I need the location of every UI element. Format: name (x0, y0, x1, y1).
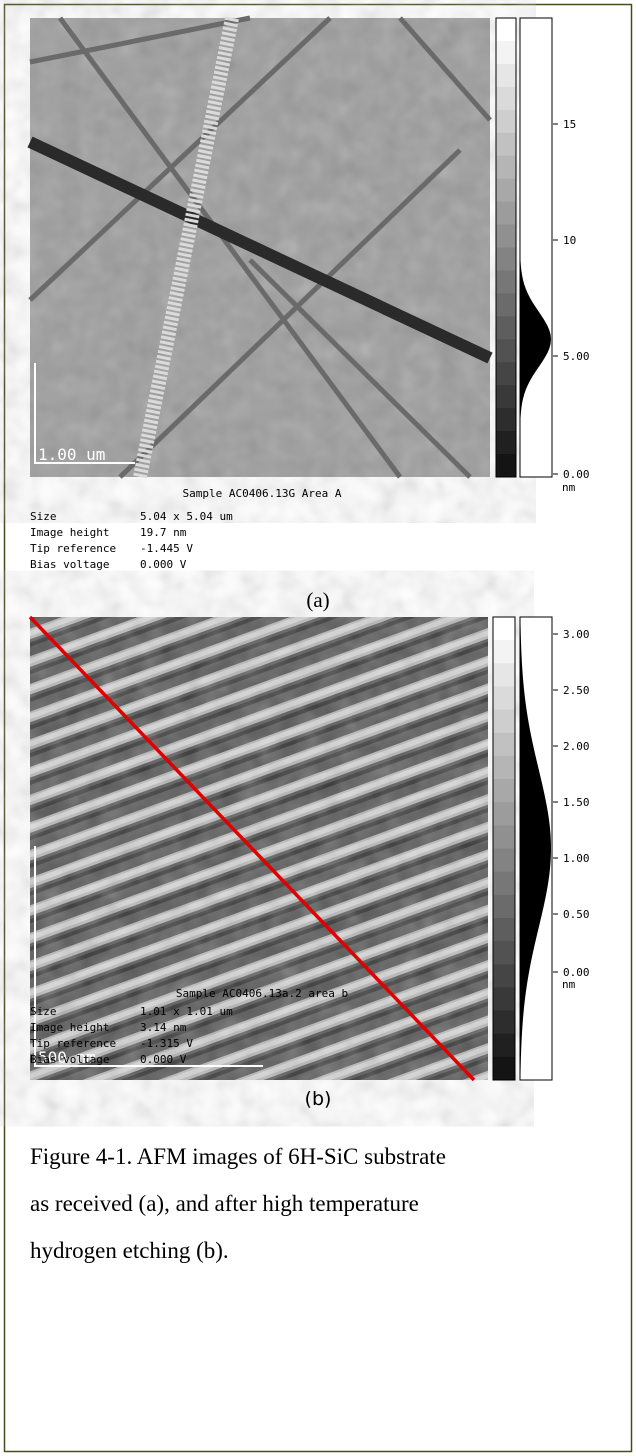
colorbar-step (496, 178, 516, 203)
afm-image-a (27, 15, 493, 479)
tick-label: 0.00 (563, 468, 590, 481)
colorbar-step (496, 339, 516, 363)
caption-line: as received (a), and after high temperat… (30, 1191, 419, 1216)
colorbar-step (493, 709, 515, 734)
colorbar-step (496, 155, 516, 180)
scale-bar-label: 1.00 um (38, 445, 105, 464)
colorbar-step (493, 941, 515, 965)
tick-label: 1.50 (563, 796, 590, 809)
colorbar-step (493, 755, 515, 780)
sample-name: Sample AC0406.13a.2 area b (176, 987, 348, 1000)
info-value: 1.01 x 1.01 um (140, 1005, 233, 1018)
histogram-frame (519, 17, 553, 478)
tick-label: 5.00 (563, 350, 590, 363)
tick-label: 15 (563, 118, 576, 131)
colorbar-step (496, 362, 516, 386)
info-value: 5.04 x 5.04 um (140, 510, 233, 523)
unit-label: nm (562, 481, 576, 494)
colorbar-step (493, 987, 515, 1012)
histogram (520, 18, 551, 477)
colorbar-step (493, 1010, 515, 1035)
colorbar-step (493, 848, 515, 873)
colorbar-step (496, 385, 516, 409)
colorbar-step (496, 316, 516, 340)
colorbar-step (496, 109, 516, 134)
colorbar-step (493, 917, 515, 942)
info-key: Tip reference (30, 542, 116, 555)
colorbar-step (496, 224, 516, 248)
scale-bar (34, 846, 263, 1067)
colorbar-step (496, 18, 516, 42)
colorbar-step (496, 454, 516, 478)
colorbar-step (493, 964, 515, 988)
info-value: 0.000 V (140, 558, 187, 571)
colorbar-step (493, 1056, 515, 1081)
info-key: Tip reference (30, 1037, 116, 1050)
colorbar-step (496, 63, 516, 88)
tick-label: 10 (563, 234, 576, 247)
colorbar-step (496, 293, 516, 317)
colorbar-frame (495, 17, 517, 478)
info-key: Image height (30, 526, 109, 539)
colorbar-step (496, 247, 516, 271)
colorbar-frame (492, 616, 516, 1081)
colorbar-step (493, 640, 515, 664)
colorbar-step (493, 732, 515, 757)
tick-label: 3.00 (563, 628, 590, 641)
colorbar-step (493, 617, 515, 641)
unit-label: nm (562, 978, 576, 991)
info-key: Bias voltage (30, 558, 109, 571)
colorbar-step (493, 1033, 515, 1058)
colorbar-step (493, 894, 515, 919)
colorbar-step (493, 825, 515, 849)
colorbar-step (496, 40, 516, 65)
tick-label: 1.00 (563, 852, 590, 865)
colorbar-step (496, 201, 516, 226)
info-key: Size (30, 510, 57, 523)
colorbar-step (493, 802, 515, 826)
panel-label: (a) (306, 588, 329, 612)
panel-label: (b) (305, 1088, 332, 1110)
colorbar-step (496, 408, 516, 432)
tick-label: 0.50 (563, 908, 590, 921)
colorbar-step (496, 86, 516, 111)
scale-bar-label: 500 nm (38, 1048, 96, 1067)
info-value: 0.000 V (140, 1053, 187, 1066)
colorbar-step (496, 270, 516, 294)
colorbar-step (493, 779, 515, 803)
colorbar-step (493, 686, 515, 711)
info-key: Bias voltage (30, 1053, 109, 1066)
afm-image-b (28, 615, 488, 1082)
info-value: 3.14 nm (140, 1021, 187, 1034)
tick-label: 0.00 (563, 966, 590, 979)
colorbar-step (493, 871, 515, 896)
tick-label: 2.50 (563, 684, 590, 697)
scale-bar (34, 363, 135, 464)
caption-line: hydrogen etching (b). (30, 1238, 229, 1263)
info-key: Size (30, 1005, 57, 1018)
histogram (520, 617, 551, 1080)
info-value: -1.315 V (140, 1037, 193, 1050)
colorbar-step (496, 132, 516, 157)
colorbar-step (496, 431, 516, 455)
info-key: Image height (30, 1021, 109, 1034)
caption-line: Figure 4-1. AFM images of 6H-SiC substra… (30, 1144, 446, 1169)
info-value: 19.7 nm (140, 526, 187, 539)
sample-name: Sample AC0406.13G Area A (183, 487, 342, 500)
tick-label: 2.00 (563, 740, 590, 753)
info-value: -1.445 V (140, 542, 193, 555)
colorbar-step (493, 663, 515, 687)
